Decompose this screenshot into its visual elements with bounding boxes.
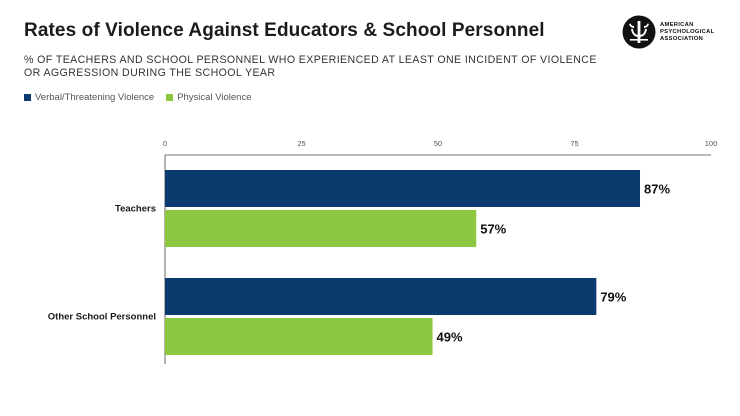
data-label: 79% <box>600 290 626 305</box>
bar <box>165 278 597 315</box>
legend-swatch-physical <box>166 94 174 101</box>
apa-logo-text: AMERICAN PSYCHOLOGICAL ASSOCIATION <box>660 22 714 43</box>
legend-swatch-verbal <box>24 94 31 101</box>
category-label: Teachers <box>115 204 156 215</box>
data-label: 87% <box>644 182 670 197</box>
legend-label-verbal: Verbal/Threatening Violence <box>35 92 155 103</box>
legend-label-physical: Physical Violence <box>177 92 252 103</box>
chart-title: Rates of Violence Against Educators & Sc… <box>24 20 545 41</box>
chart-subtitle: % OF TEACHERS AND SCHOOL PERSONNEL WHO E… <box>24 54 597 80</box>
x-tick-label: 100 <box>705 139 718 148</box>
x-tick-label: 75 <box>570 139 578 148</box>
logo-line-1: AMERICAN <box>660 21 694 28</box>
logo-line-2: PSYCHOLOGICAL <box>660 28 715 35</box>
data-label: 49% <box>437 330 463 345</box>
legend: Verbal/Threatening Violence Physical Vio… <box>24 92 257 103</box>
bar <box>165 318 433 355</box>
apa-logo-icon <box>622 15 656 49</box>
bar <box>165 170 641 207</box>
logo-line-3: ASSOCIATION <box>660 35 704 42</box>
subtitle-line-2: OR AGGRESSION DURING THE SCHOOL YEAR <box>24 67 276 79</box>
x-tick-label: 0 <box>163 139 167 148</box>
category-label: Other School Personnel <box>48 312 156 323</box>
bar <box>165 210 477 247</box>
x-tick-label: 25 <box>297 139 305 148</box>
legend-item-verbal: Verbal/Threatening Violence <box>24 92 154 103</box>
data-label: 57% <box>480 222 506 237</box>
x-tick-label: 50 <box>434 139 442 148</box>
apa-logo: AMERICAN PSYCHOLOGICAL ASSOCIATION <box>622 15 714 49</box>
legend-item-physical: Physical Violence <box>166 92 251 103</box>
subtitle-line-1: % OF TEACHERS AND SCHOOL PERSONNEL WHO E… <box>24 54 597 66</box>
